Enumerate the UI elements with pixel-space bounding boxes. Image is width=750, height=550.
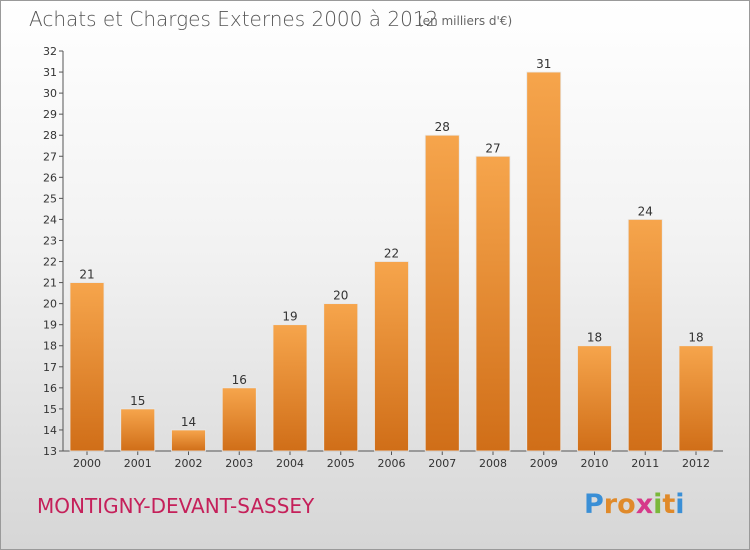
x-tick-label-2005: 2005 [327, 457, 355, 470]
logo-letter: t [662, 489, 676, 520]
y-tick-label: 21 [43, 277, 57, 290]
x-tick-label-2004: 2004 [276, 457, 304, 470]
data-label-2009: 31 [536, 57, 551, 71]
data-label-2001: 15 [130, 394, 145, 408]
data-label-2011: 24 [638, 204, 653, 218]
y-tick-label: 13 [43, 445, 57, 458]
x-axis: 2000 2001 2002 2003 2004 2005 2006 2007 2008 2009… [63, 450, 723, 470]
commune-name: MONTIGNY-DEVANT-SASSEY [37, 494, 315, 518]
y-tick-label: 22 [43, 256, 57, 269]
bar-2006 [374, 261, 409, 452]
x-tick-label-2008: 2008 [479, 457, 507, 470]
y-tick-label: 16 [43, 382, 57, 395]
x-tick-label-2003: 2003 [225, 457, 253, 470]
logo-letter: r [603, 489, 618, 520]
y-tick-label: 25 [43, 192, 57, 205]
data-label-2000: 21 [79, 268, 94, 282]
y-tick-label: 18 [43, 340, 57, 353]
y-tick-label: 31 [43, 66, 57, 79]
y-tick-label: 29 [43, 108, 57, 121]
x-tick-label-2000: 2000 [73, 457, 101, 470]
bar-2008 [475, 155, 511, 452]
y-tick-label: 15 [43, 403, 57, 416]
proxiti-logo: Proxiti [584, 489, 685, 520]
bar-2007 [424, 134, 460, 452]
bar-2009 [526, 71, 562, 452]
bar-2000 [69, 282, 105, 452]
logo-letter: i [675, 489, 685, 520]
bar-2004 [272, 324, 308, 452]
x-tick-label-2010: 2010 [581, 457, 609, 470]
logo-letter: i [653, 489, 663, 520]
bar-2010 [577, 345, 612, 452]
chart-title: Achats et Charges Externes 2000 à 2012 [29, 7, 439, 31]
x-tick-label-2011: 2011 [631, 457, 659, 470]
data-label-2005: 20 [333, 289, 348, 303]
x-tick-label-2007: 2007 [428, 457, 456, 470]
bars: 21 15 14 16 19 20 22 28 27 31 18 24 18 [69, 57, 714, 452]
data-label-2002: 14 [181, 415, 196, 429]
logo-letter: x [635, 489, 654, 520]
bar-2011 [627, 219, 663, 452]
x-tick-label-2001: 2001 [124, 457, 152, 470]
x-tick-label-2002: 2002 [175, 457, 203, 470]
x-tick-label-2009: 2009 [530, 457, 558, 470]
data-label-2010: 18 [587, 331, 602, 345]
bar-2001 [120, 408, 156, 452]
data-label-2012: 18 [688, 331, 703, 345]
data-label-2004: 19 [282, 310, 297, 324]
y-tick-label: 32 [43, 45, 57, 58]
y-tick-label: 26 [43, 171, 57, 184]
bar-2012 [678, 345, 714, 452]
bar-2002 [171, 429, 206, 452]
data-label-2006: 22 [384, 247, 399, 261]
x-tick-label-2006: 2006 [378, 457, 406, 470]
y-tick-label: 23 [43, 234, 57, 247]
y-tick-label: 20 [43, 298, 57, 311]
chart-unit: (en milliers d'€) [418, 14, 513, 28]
y-tick-label: 28 [43, 129, 57, 142]
y-tick-label: 30 [43, 87, 57, 100]
y-tick-label: 24 [43, 213, 57, 226]
x-tick-label-2012: 2012 [682, 457, 710, 470]
logo-letter: o [617, 489, 636, 520]
data-label-2003: 16 [232, 373, 247, 387]
y-tick-label: 17 [43, 361, 57, 374]
y-tick-label: 19 [43, 319, 57, 332]
y-tick-label: 27 [43, 150, 57, 163]
data-label-2008: 27 [485, 141, 500, 155]
data-label-2007: 28 [435, 120, 450, 134]
bar-2005 [323, 303, 359, 452]
y-axis: 13 14 15 16 17 18 19 20 21 22 23 24 25 26 27 28 29 30 31 32 [43, 45, 64, 458]
y-tick-label: 14 [43, 424, 57, 437]
bar-2003 [221, 387, 257, 452]
logo-letter: P [584, 489, 604, 520]
